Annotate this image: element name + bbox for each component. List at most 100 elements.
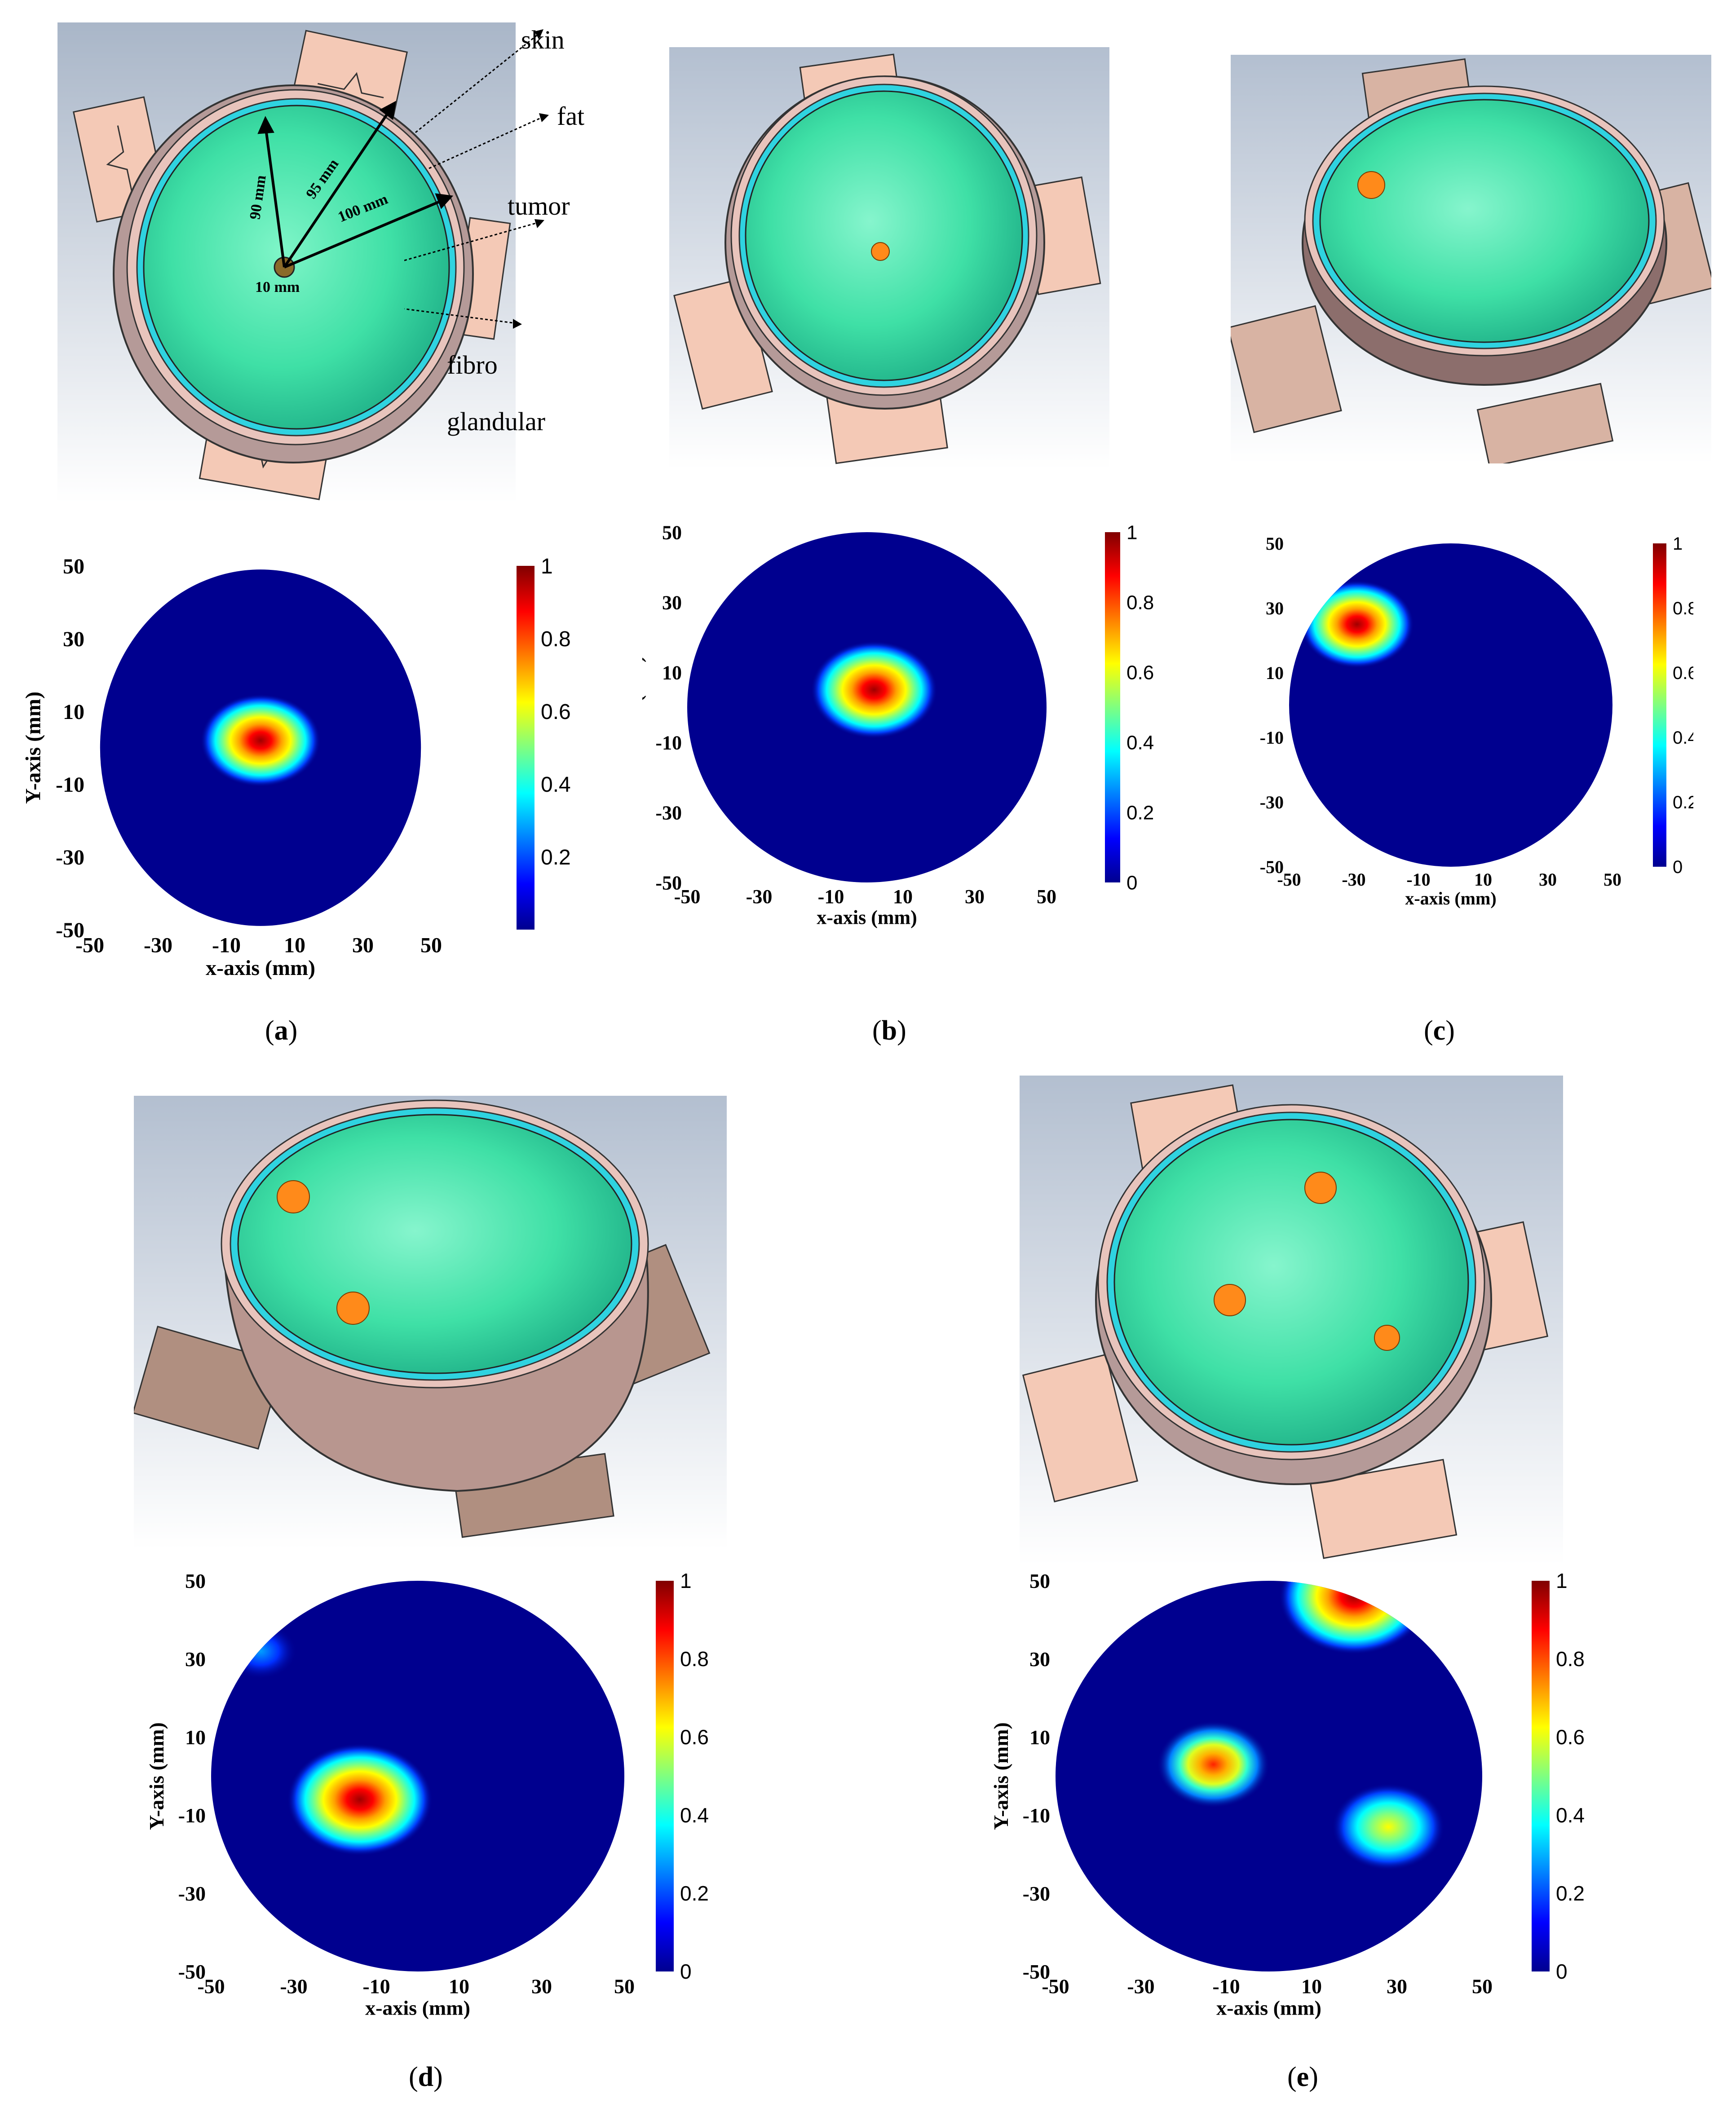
x-tick-label: -50 xyxy=(197,1975,225,1998)
hotspot-1 xyxy=(811,641,937,739)
x-tick-label: 50 xyxy=(614,1975,635,1998)
x-tick-label: -30 xyxy=(1342,869,1365,890)
x-tick-label: -10 xyxy=(1212,1975,1240,1998)
y-tick-label: 30 xyxy=(63,627,84,651)
colorbar-tick-label: 0.4 xyxy=(541,773,571,797)
label-glandular: glandular xyxy=(447,407,545,436)
hotspot-1 xyxy=(287,1743,433,1856)
hotspot-3 xyxy=(1332,1783,1445,1870)
colorbar-tick-label: 1 xyxy=(1556,1572,1568,1592)
x-tick-label: -50 xyxy=(75,933,104,957)
x-tick-label: 10 xyxy=(449,1975,469,1998)
x-tick-label: 10 xyxy=(893,886,913,908)
colorbar-tick-label: 0.4 xyxy=(1556,1804,1585,1827)
heatmap-d: -50 -30 -10 10 30 50 50 30 10 -10 -30 -50 x-axis (mm… xyxy=(135,1572,808,2088)
colorbar-tick-label: 0.8 xyxy=(1673,599,1693,618)
y-tick-label: 10 xyxy=(1029,1726,1050,1749)
y-tick-label: -30 xyxy=(56,846,84,869)
x-tick-label: 30 xyxy=(1387,1975,1407,1998)
heatmap-b: -50 -30 -10 10 30 50 50 30 10 -10 -30 -50 x-axis (mm… xyxy=(642,523,1177,1017)
y-tick-label: -10 xyxy=(655,732,682,754)
label-10mm: 10 mm xyxy=(255,279,300,295)
y-tick-label: 30 xyxy=(662,591,682,613)
y-tick-label: 50 xyxy=(185,1572,206,1592)
colorbar-tick-label: 0.6 xyxy=(1673,663,1693,683)
y-tick-label: 10 xyxy=(1266,663,1284,683)
colorbar-tick-label: 0.8 xyxy=(1556,1647,1585,1671)
colorbar-tick-label: 0 xyxy=(1556,1960,1568,1983)
y-tick-label: -10 xyxy=(1260,728,1284,748)
colorbar-tick-label: 1 xyxy=(541,555,553,578)
x-tick-label: -10 xyxy=(212,933,241,957)
y-tick-label: -10 xyxy=(56,773,84,797)
caption-c: (c) xyxy=(1424,1015,1455,1046)
y-tick-label: -50 xyxy=(56,918,84,942)
x-axis-label: x-axis (mm) xyxy=(817,906,917,928)
breast-model-render-e xyxy=(1020,1076,1563,1565)
colorbar xyxy=(656,1581,674,1971)
y-tick-label: 10 xyxy=(185,1726,206,1749)
colorbar-tick-label: 0 xyxy=(1673,857,1683,877)
colorbar xyxy=(1532,1581,1550,1971)
breast-model-render-c xyxy=(1231,55,1711,463)
y-tick-label: -30 xyxy=(655,802,682,824)
x-axis-label: x-axis (mm) xyxy=(1216,1997,1321,2020)
x-tick-label: -50 xyxy=(1042,1975,1069,1998)
y-tick-label: -10 xyxy=(1023,1804,1050,1827)
x-tick-label: 10 xyxy=(1301,1975,1322,1998)
y-tick-label: 10 xyxy=(63,700,84,724)
colorbar-tick-label: 0.6 xyxy=(1556,1725,1585,1749)
y-axis-label: Y-axis (mm) xyxy=(642,656,646,759)
y-tick-label: 10 xyxy=(662,662,682,684)
y-tick-label: 50 xyxy=(63,555,84,578)
caption-d: (d) xyxy=(409,2062,443,2092)
x-axis-label: x-axis (mm) xyxy=(1405,888,1496,908)
colorbar-tick-label: 0.2 xyxy=(1126,802,1154,824)
colorbar-tick-label: 1 xyxy=(1673,534,1683,554)
label-tumor: tumor xyxy=(508,191,570,221)
y-tick-label: 50 xyxy=(662,523,682,543)
x-tick-label: -30 xyxy=(144,933,172,957)
colorbar-tick-label: 0.2 xyxy=(1556,1882,1585,1905)
y-tick-label: -50 xyxy=(1023,1960,1050,1983)
x-tick-label: -30 xyxy=(746,886,773,908)
y-axis-label: Y-axis (mm) xyxy=(145,1722,168,1830)
colorbar-tick-label: 0.8 xyxy=(680,1647,709,1671)
x-tick-label: 50 xyxy=(1603,869,1621,890)
x-tick-label: 50 xyxy=(1037,886,1056,908)
y-tick-label: 30 xyxy=(185,1648,206,1671)
colorbar xyxy=(1105,532,1120,882)
breast-model-render-a: 90 mm 95 mm 100 mm 10 mm xyxy=(57,22,516,503)
y-tick-label: -30 xyxy=(178,1882,206,1905)
y-axis-label: Y-axis (mm) xyxy=(22,692,45,804)
x-tick-label: -50 xyxy=(1277,869,1301,890)
colorbar-tick-label: 0.8 xyxy=(541,627,571,651)
caption-a: (a) xyxy=(265,1015,298,1046)
caption-e: (e) xyxy=(1287,2062,1318,2092)
heatmap-a: -50 -30 -10 10 30 50 50 30 10 -10 -30 -50 x-axis (mm… xyxy=(13,548,575,1042)
hotspot-1 xyxy=(200,694,321,787)
x-tick-label: -30 xyxy=(280,1975,307,1998)
x-tick-label: 30 xyxy=(1539,869,1557,890)
y-tick-label: 30 xyxy=(1029,1648,1050,1671)
x-tick-label: 30 xyxy=(352,933,374,957)
x-tick-label: 50 xyxy=(420,933,442,957)
hotspot-2 xyxy=(1157,1721,1270,1808)
colorbar-tick-label: 0.8 xyxy=(1126,591,1154,613)
y-tick-label: -30 xyxy=(1260,792,1284,812)
heatmap-e: -50 -30 -10 10 30 50 50 30 10 -10 -30 -50 x-axis (mm… xyxy=(993,1572,1662,2088)
hotspot-2 xyxy=(224,1623,297,1680)
heatmap-c: -50 -30 -10 10 30 50 50 30 10 -10 -30 -50 x-axis (mm… xyxy=(1253,534,1693,966)
x-tick-label: 10 xyxy=(1474,869,1492,890)
x-axis-label: x-axis (mm) xyxy=(365,1997,470,2020)
annotation-layer-a: skin fat tumor fibro glandular xyxy=(404,9,638,440)
colorbar xyxy=(517,566,534,930)
breast-model-render-b xyxy=(669,47,1109,469)
caption-b: (b) xyxy=(872,1015,906,1046)
colorbar-tick-label: 0 xyxy=(680,1960,692,1983)
colorbar-tick-label: 0.6 xyxy=(680,1725,709,1749)
label-skin: skin xyxy=(521,25,565,54)
